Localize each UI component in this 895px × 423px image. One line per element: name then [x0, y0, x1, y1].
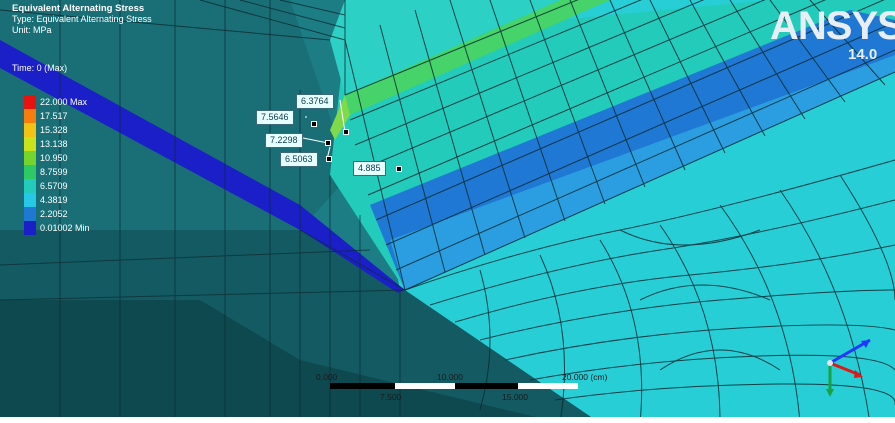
- axis-arrow-icon: [826, 389, 834, 397]
- probe-value: 6.3764: [301, 96, 329, 106]
- axis-triad[interactable]: [815, 325, 885, 400]
- hotspot-strip: [330, 95, 350, 140]
- probe-value: 7.2298: [270, 135, 298, 145]
- scale-bar-segment: [455, 383, 518, 389]
- legend-swatch: [24, 95, 36, 109]
- legend-label: 22.000 Max: [40, 97, 88, 107]
- probe-label[interactable]: 7.5646: [256, 110, 294, 125]
- legend-swatch: [24, 151, 36, 165]
- version-label: 14.0: [848, 46, 878, 63]
- scale-bar-segment: [330, 383, 395, 389]
- axis-arrow-icon: [861, 340, 870, 348]
- probe-marker[interactable]: [326, 156, 332, 162]
- legend-swatch: [24, 179, 36, 193]
- legend-swatch: [24, 109, 36, 123]
- result-type: Type: Equivalent Alternating Stress: [12, 14, 152, 24]
- scale-label: 7.500: [380, 392, 402, 402]
- scale-label: 0.000: [316, 372, 338, 382]
- legend-swatch: [24, 123, 36, 137]
- legend-label: 10.950: [40, 153, 68, 163]
- probe-value: 4.885: [358, 163, 381, 173]
- result-unit: Unit: MPa: [12, 25, 52, 35]
- mesh-lines-top: [0, 0, 346, 95]
- legend-swatch: [24, 137, 36, 151]
- legend-label: 17.517: [40, 111, 68, 121]
- mesh-lines-groove: [344, 0, 895, 291]
- blue-band-light: [390, 55, 895, 290]
- legend-label: 2.2052: [40, 209, 68, 219]
- scale-bar-segment: [518, 383, 578, 389]
- scale-bar-segment: [395, 383, 455, 389]
- probe-value: 6.5063: [285, 154, 313, 164]
- legend-label: 0.01002 Min: [40, 223, 90, 233]
- result-time: Time: 0 (Max): [12, 63, 68, 73]
- top-face: [330, 0, 560, 95]
- min-stress-band-lower: [300, 205, 405, 293]
- axis-origin: [827, 360, 833, 366]
- legend-label: 15.328: [40, 125, 68, 135]
- probe-marker[interactable]: [311, 121, 317, 127]
- scale-label: 15.000: [502, 392, 528, 402]
- lower-face: [405, 160, 895, 423]
- legend-swatch: [24, 221, 36, 235]
- ansys-logo: ANSYS: [770, 4, 895, 48]
- legend-label: 13.138: [40, 139, 68, 149]
- probe-label[interactable]: 6.3764: [296, 94, 334, 109]
- scale-label: 10.000: [437, 372, 463, 382]
- axis-arrow-icon: [854, 370, 863, 378]
- probe-marker[interactable]: [325, 140, 331, 146]
- mesh-lines-lower-face: [404, 159, 895, 423]
- probe-label[interactable]: 6.5063: [280, 152, 318, 167]
- probe-marker[interactable]: [343, 129, 349, 135]
- probe-label[interactable]: 7.2298: [265, 133, 303, 148]
- green-strip: [345, 0, 610, 115]
- result-title: Equivalent Alternating Stress: [12, 3, 145, 14]
- lower-slab-shadow: [0, 300, 560, 423]
- scale-label: 20.000 (cm): [562, 372, 608, 382]
- probe-value: 7.5646: [261, 112, 289, 122]
- legend-swatch: [24, 193, 36, 207]
- legend-label: 6.5709: [40, 181, 68, 191]
- legend-swatch: [24, 165, 36, 179]
- probe-label[interactable]: 4.885: [353, 161, 386, 176]
- legend-label: 4.3819: [40, 195, 68, 205]
- legend-swatch: [24, 207, 36, 221]
- bottom-strip: [0, 417, 895, 423]
- legend-label: 8.7599: [40, 167, 68, 177]
- probe-marker[interactable]: [396, 166, 402, 172]
